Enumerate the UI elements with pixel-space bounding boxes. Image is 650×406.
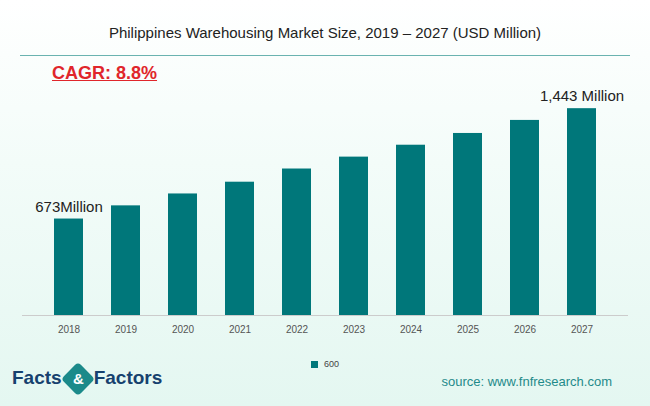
svg-text:2026: 2026 — [514, 324, 537, 335]
html-text:Factors: Factors — [93, 367, 163, 388]
svg-text:2027: 2027 — [571, 324, 594, 335]
html-text:source: www.fnfresearch.com: source: www.fnfresearch.com — [441, 374, 612, 389]
svg-text:2023: 2023 — [343, 324, 366, 335]
svg-text:673Million: 673Million — [35, 198, 103, 215]
html-text:600: 600 — [324, 359, 339, 369]
svg-text:2018: 2018 — [58, 324, 81, 335]
svg-text:2022: 2022 — [286, 324, 309, 335]
html-text:Facts: Facts — [12, 367, 62, 388]
html-text:Philippines Warehousing Market: Philippines Warehousing Market Size, 201… — [108, 24, 542, 41]
svg-text:2025: 2025 — [457, 324, 480, 335]
svg-text:2020: 2020 — [172, 324, 195, 335]
svg-text:1,443 Million: 1,443 Million — [540, 87, 624, 104]
html-text:CAGR: 8.8%: CAGR: 8.8% — [52, 63, 157, 83]
svg-text:2024: 2024 — [400, 324, 423, 335]
svg-text:2019: 2019 — [115, 324, 138, 335]
svg-text:2021: 2021 — [229, 324, 252, 335]
